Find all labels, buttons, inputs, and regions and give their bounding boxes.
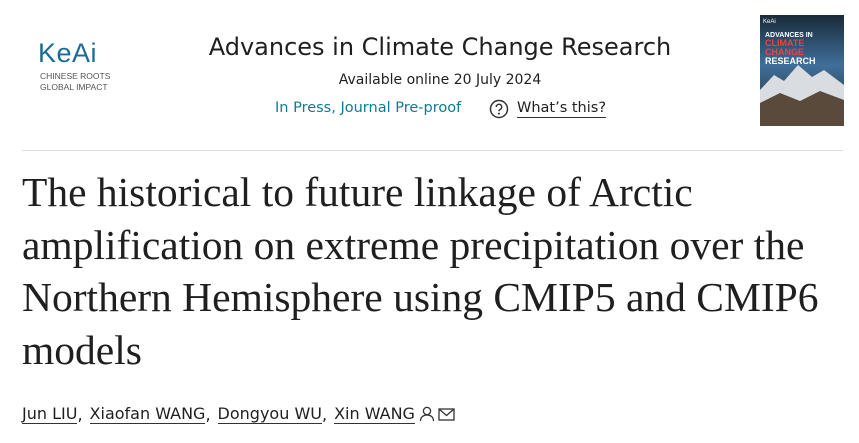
- logo-tagline: CHINESE ROOTS: [40, 71, 111, 81]
- author-separator: ,: [321, 404, 328, 424]
- cover-title: RESEARCH: [765, 56, 816, 66]
- divider: [22, 150, 843, 151]
- article-title: The historical to future linkage of Arct…: [22, 169, 819, 373]
- journal-cover[interactable]: KeAi ADVANCES IN CLIMATE CHANGE RESEARCH: [760, 15, 844, 126]
- available-date: Available online 20 July 2024: [338, 72, 542, 88]
- help-link[interactable]: What’s this?: [517, 100, 607, 118]
- cover-title: ADVANCES IN: [765, 32, 813, 39]
- author-list: Jun LIU, Xiaofan WANG, Dongyou WU, Xin WANG: [22, 404, 459, 424]
- author-icons[interactable]: [419, 405, 459, 423]
- author-name[interactable]: Jun LIU: [22, 404, 78, 424]
- article-status[interactable]: In Press, Journal Pre-proof: [275, 100, 462, 116]
- author-name[interactable]: Xin WANG: [334, 404, 415, 424]
- author-separator: ,: [77, 404, 83, 424]
- author-name[interactable]: Xiaofan WANG: [89, 404, 206, 424]
- cover-title: CHANGE: [765, 47, 804, 57]
- publisher-logo[interactable]: KeAi: [38, 38, 98, 68]
- logo-tagline: GLOBAL IMPACT: [40, 82, 108, 92]
- author-name[interactable]: Dongyou WU: [217, 404, 322, 424]
- cover-publisher: KeAi: [763, 19, 776, 25]
- author-separator: ,: [205, 404, 211, 424]
- help-icon[interactable]: [489, 99, 509, 119]
- journal-title[interactable]: Advances in Climate Change Research: [208, 33, 672, 61]
- cover-title: CLIMATE: [765, 38, 804, 48]
